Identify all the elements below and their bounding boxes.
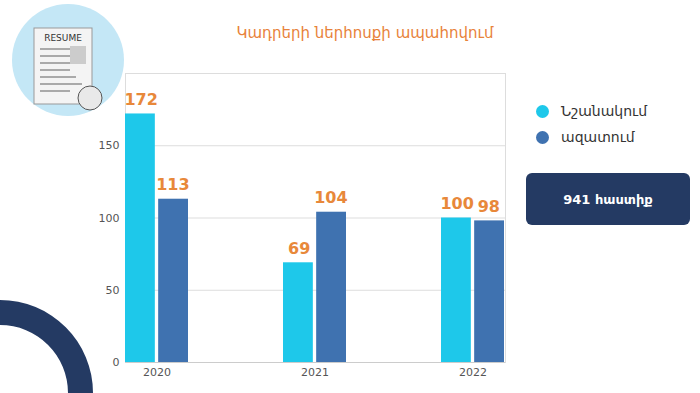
svg-text:0: 0 [113,356,120,369]
svg-text:50: 50 [106,284,120,297]
svg-text:100: 100 [99,212,120,225]
svg-text:98: 98 [478,197,500,216]
svg-text:2020: 2020 [143,366,171,379]
svg-text:RESUME: RESUME [44,33,82,43]
html-text:Նշանակում: Նշանակում [561,103,647,119]
svg-text:2021: 2021 [301,366,329,379]
svg-text:2022: 2022 [459,366,487,379]
svg-text:69: 69 [288,239,310,258]
svg-text:113: 113 [156,175,189,194]
svg-text:172: 172 [124,90,157,109]
svg-text:100: 100 [440,194,473,213]
svg-text:104: 104 [314,188,347,207]
svg-text:150: 150 [99,139,120,152]
html-text:Կադրերի ներհոսքի ապահովում: Կադրերի ներհոսքի ապահովում [236,24,494,42]
html-text:ազատում: ազատում [561,129,635,145]
html-text:941 հաստիք: 941 հաստիք [563,191,653,207]
